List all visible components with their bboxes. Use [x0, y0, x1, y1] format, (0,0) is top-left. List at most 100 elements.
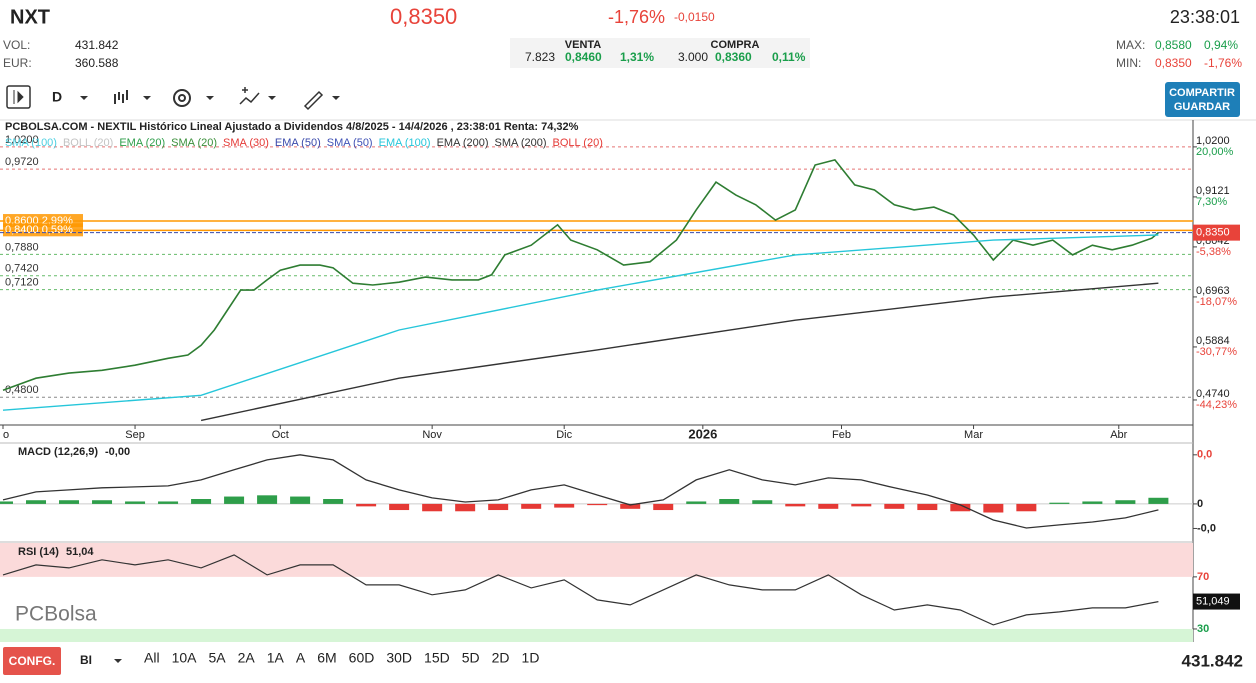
level-label: 0,8400 0,59%: [5, 224, 73, 236]
macd-value: -0,00: [105, 446, 130, 458]
x-tick-label: 2026: [688, 426, 717, 441]
histogram-bar: [158, 501, 179, 504]
level-label: 0,9720: [5, 156, 39, 168]
histogram-bar: [1082, 501, 1103, 504]
settings-icon[interactable]: [173, 89, 191, 107]
y-tick-label: 0,5884: [1196, 335, 1230, 347]
range-button[interactable]: 15D: [424, 650, 450, 666]
min-label: MIN:: [1116, 56, 1141, 70]
legend-entry[interactable]: SMA (20): [171, 137, 217, 149]
save-label[interactable]: GUARDAR: [1174, 101, 1230, 113]
range-button[interactable]: 2A: [238, 650, 256, 666]
legend-entry[interactable]: BOLL (20): [553, 137, 603, 149]
chart-type-icon[interactable]: [114, 90, 128, 104]
level-label: 0,4800: [5, 384, 39, 396]
x-tick-label: Sep: [125, 429, 145, 441]
price: 0,8350: [390, 4, 457, 29]
y-tick-label: 0,4740: [1196, 388, 1230, 400]
legend-entry[interactable]: EMA (200): [437, 137, 489, 149]
caret[interactable]: [268, 96, 276, 100]
legend-entry[interactable]: BOLL (20): [63, 137, 113, 149]
histogram-bar: [0, 501, 13, 504]
histogram-bar: [752, 500, 773, 504]
series-line: [2, 234, 1159, 411]
compra-pct: 0,11%: [772, 50, 806, 64]
config-label[interactable]: CONFG.: [9, 654, 56, 668]
rsi-current-box: [1193, 593, 1240, 610]
y-tick-label: 30: [1197, 623, 1209, 635]
histogram-bar: [224, 496, 245, 504]
y-tick-label: 1,0200: [1196, 135, 1230, 147]
caret[interactable]: [143, 96, 151, 100]
legend-entry[interactable]: SMA (50): [327, 137, 373, 149]
caret[interactable]: [332, 96, 340, 100]
histogram-bar: [422, 503, 443, 512]
logo: PCBolsa: [15, 603, 97, 626]
range-button[interactable]: 5A: [208, 650, 226, 666]
share-button[interactable]: [1165, 82, 1240, 117]
range-button[interactable]: 60D: [349, 650, 375, 666]
panel-toggle[interactable]: [6, 85, 31, 109]
range-button[interactable]: All: [144, 650, 160, 666]
legend-entry[interactable]: EMA (50): [275, 137, 321, 149]
draw-icon[interactable]: [303, 90, 324, 111]
range-button[interactable]: 5D: [462, 650, 480, 666]
range-button[interactable]: 2D: [492, 650, 510, 666]
max: 0,8580: [1155, 38, 1192, 52]
legend-entry[interactable]: EMA (100): [379, 137, 431, 149]
caret[interactable]: [80, 96, 88, 100]
range-button[interactable]: 6M: [317, 650, 336, 666]
legend-entry[interactable]: SMA (30): [223, 137, 269, 149]
x-tick-label: Oct: [272, 429, 289, 441]
range-button[interactable]: A: [296, 650, 306, 666]
rsi-current-label: 51,049: [1196, 595, 1230, 607]
y-tick-label: 0,6963: [1196, 285, 1230, 297]
indicator-icon[interactable]: [239, 87, 260, 105]
caret[interactable]: [114, 659, 122, 663]
range-button[interactable]: 1A: [267, 650, 285, 666]
histogram-bar: [521, 503, 542, 509]
change-pct: -1,76%: [608, 7, 665, 27]
histogram-bar: [719, 499, 740, 504]
mode[interactable]: BI: [80, 653, 92, 667]
config-button[interactable]: [3, 647, 61, 675]
rsi-line: [2, 554, 1159, 626]
y-tick-pct: -30,77%: [1196, 346, 1237, 358]
series-line: [2, 158, 1159, 391]
histogram-bar: [257, 495, 278, 504]
histogram-bar: [290, 496, 311, 504]
compra-price: 0,8360: [715, 50, 752, 64]
macd-line: [2, 454, 1159, 529]
histogram-bar: [785, 503, 806, 507]
histogram-bar: [389, 503, 410, 511]
level-label: 1,0200: [5, 134, 39, 146]
y-tick-pct: -18,07%: [1196, 296, 1237, 308]
y-tick-pct: 20,00%: [1196, 146, 1234, 158]
legend-entry[interactable]: SMA (100): [5, 137, 57, 149]
chart-title: PCBOLSA.COM - NEXTIL Histórico Lineal Aj…: [5, 121, 579, 133]
range-button[interactable]: 10A: [172, 650, 198, 666]
legend-entry[interactable]: EMA (20): [119, 137, 165, 149]
compra-label: COMPRA: [711, 39, 760, 51]
time: 23:38:01: [1170, 7, 1240, 27]
y-tick-pct: -44,23%: [1196, 399, 1237, 411]
caret[interactable]: [206, 96, 214, 100]
histogram-bar: [818, 503, 839, 509]
symbol: NXT: [10, 6, 50, 28]
histogram-bar: [587, 503, 608, 506]
legend-entry[interactable]: SMA (200): [495, 137, 547, 149]
min-pct: -1,76%: [1204, 56, 1242, 70]
venta-pct: 1,31%: [620, 50, 654, 64]
level-label: 0,7880: [5, 241, 39, 253]
histogram-bar: [1049, 502, 1070, 504]
x-tick-label: Mar: [964, 429, 983, 441]
histogram-bar: [323, 499, 344, 504]
period[interactable]: D: [52, 89, 62, 105]
macd-title: MACD (12,26,9): [18, 446, 98, 458]
change: -0,0150: [674, 10, 715, 24]
histogram-bar: [917, 503, 938, 511]
range-button[interactable]: 30D: [386, 650, 412, 666]
share-label[interactable]: COMPARTIR: [1169, 87, 1235, 99]
settings-icon-core: [178, 94, 186, 102]
range-button[interactable]: 1D: [522, 650, 540, 666]
